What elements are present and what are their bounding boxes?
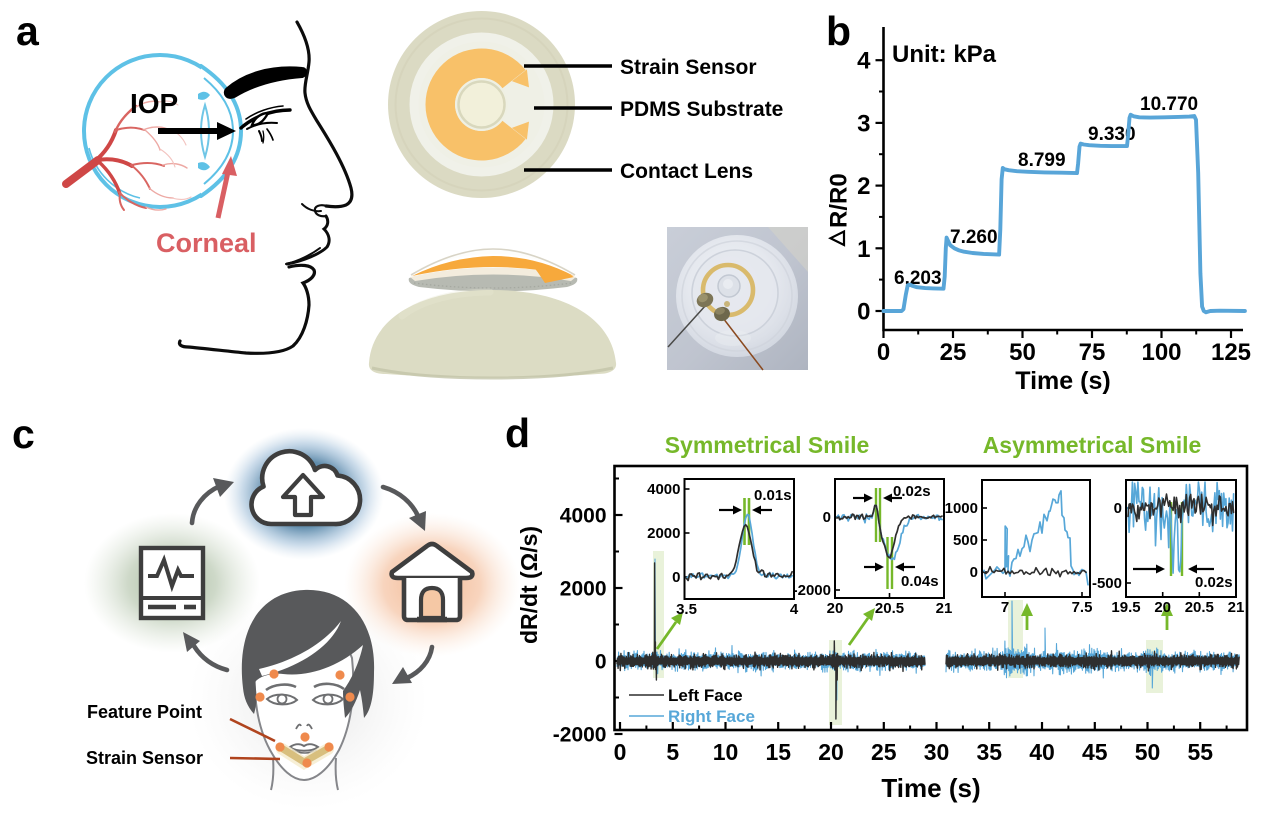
svg-text:2000: 2000 [647, 525, 680, 542]
svg-text:125: 125 [1211, 339, 1251, 366]
svg-text:21: 21 [1228, 599, 1245, 616]
svg-text:Unit: kPa: Unit: kPa [892, 41, 997, 68]
svg-text:Asymmetrical Smile: Asymmetrical Smile [983, 432, 1202, 458]
svg-text:0: 0 [857, 299, 870, 326]
svg-text:0: 0 [595, 651, 607, 674]
svg-text:2000: 2000 [560, 578, 607, 601]
svg-text:9.330: 9.330 [1088, 124, 1136, 145]
svg-text:0.01s: 0.01s [754, 487, 792, 504]
svg-text:3: 3 [857, 110, 870, 137]
svg-text:Corneal: Corneal [156, 228, 257, 258]
svg-text:20: 20 [1154, 599, 1171, 616]
svg-text:Symmetrical Smile: Symmetrical Smile [665, 432, 870, 458]
svg-text:0: 0 [970, 564, 978, 581]
svg-text:50: 50 [1009, 339, 1036, 366]
svg-text:20.5: 20.5 [1185, 599, 1214, 616]
svg-text:25: 25 [940, 339, 967, 366]
svg-text:0.02s: 0.02s [893, 483, 931, 500]
svg-text:0: 0 [877, 339, 890, 366]
svg-text:20: 20 [818, 739, 844, 765]
svg-text:6.203: 6.203 [894, 268, 942, 289]
svg-text:-2000: -2000 [553, 724, 607, 747]
svg-text:50: 50 [1135, 739, 1161, 765]
svg-text:15: 15 [765, 739, 791, 765]
svg-text:8.799: 8.799 [1018, 150, 1066, 171]
svg-text:0: 0 [823, 509, 831, 526]
svg-text:10: 10 [713, 739, 739, 765]
svg-text:3.5: 3.5 [676, 601, 697, 618]
svg-text:0.04s: 0.04s [901, 573, 939, 590]
svg-text:7.5: 7.5 [1072, 599, 1093, 616]
svg-text:-500: -500 [1092, 575, 1122, 592]
svg-text:dR/dt (Ω/s): dR/dt (Ω/s) [516, 526, 542, 644]
svg-text:35: 35 [976, 739, 1002, 765]
svg-text:4: 4 [790, 601, 799, 618]
svg-text:2: 2 [857, 173, 870, 200]
svg-text:Strain Sensor: Strain Sensor [86, 748, 203, 768]
svg-text:Contact Lens: Contact Lens [620, 160, 753, 183]
svg-text:30: 30 [924, 739, 950, 765]
svg-text:R/R0: R/R0 [826, 173, 853, 228]
svg-text:d: d [505, 410, 530, 456]
svg-text:4: 4 [857, 48, 871, 75]
svg-text:0.02s: 0.02s [1195, 574, 1233, 591]
svg-text:75: 75 [1079, 339, 1106, 366]
svg-text:0: 0 [1114, 500, 1122, 517]
svg-text:500: 500 [953, 532, 978, 549]
svg-text:PDMS Substrate: PDMS Substrate [620, 98, 783, 121]
svg-text:20.5: 20.5 [875, 600, 904, 617]
svg-text:0: 0 [614, 739, 627, 765]
svg-text:Strain Sensor: Strain Sensor [620, 56, 757, 79]
svg-text:-2000: -2000 [793, 582, 831, 599]
svg-text:b: b [826, 8, 851, 54]
svg-text:c: c [12, 411, 35, 457]
svg-text:1000: 1000 [945, 500, 978, 517]
svg-text:0: 0 [672, 569, 680, 586]
svg-text:21: 21 [936, 600, 953, 617]
svg-text:40: 40 [1029, 739, 1055, 765]
svg-text:1: 1 [857, 236, 870, 263]
svg-text:Time (s): Time (s) [881, 773, 980, 803]
svg-text:19.5: 19.5 [1111, 599, 1140, 616]
svg-text:7: 7 [1001, 599, 1009, 616]
svg-text:IOP: IOP [130, 88, 178, 119]
svg-text:10.770: 10.770 [1140, 94, 1198, 115]
svg-text:Feature Point: Feature Point [87, 702, 202, 722]
svg-text:45: 45 [1082, 739, 1108, 765]
svg-text:100: 100 [1141, 339, 1181, 366]
svg-text:5: 5 [666, 739, 679, 765]
svg-text:4000: 4000 [560, 505, 607, 528]
svg-text:a: a [16, 8, 40, 54]
svg-text:Time (s): Time (s) [1015, 367, 1110, 395]
svg-text:Left Face: Left Face [668, 686, 743, 705]
svg-text:4000: 4000 [647, 481, 680, 498]
svg-text:7.260: 7.260 [950, 227, 998, 248]
svg-text:25: 25 [871, 739, 897, 765]
svg-text:55: 55 [1187, 739, 1213, 765]
svg-text:20: 20 [827, 600, 844, 617]
svg-text:Right Face: Right Face [668, 707, 755, 726]
